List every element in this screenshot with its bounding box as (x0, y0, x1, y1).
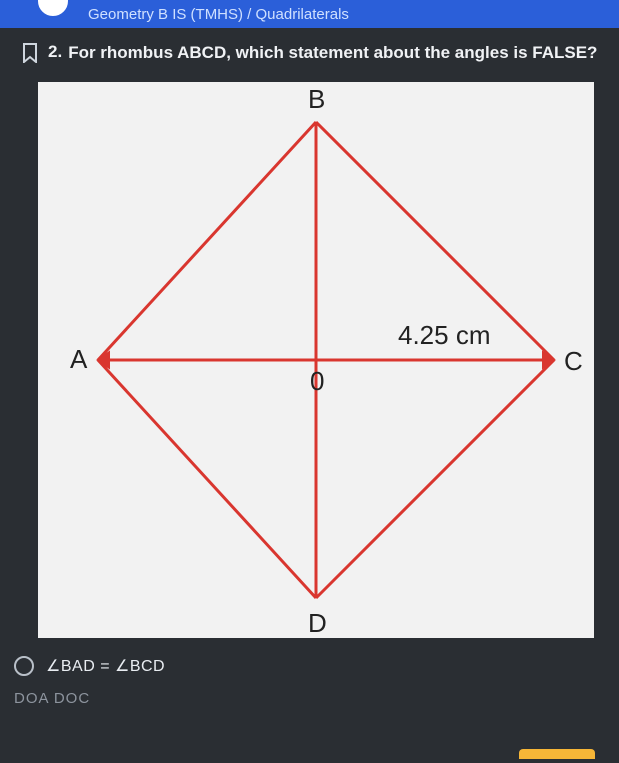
course-breadcrumb-bar: Geometry B IS (TMHS) / Quadrilaterals (0, 0, 619, 28)
svg-text:4.25 cm: 4.25 cm (398, 320, 491, 350)
answer-text: ∠BAD = ∠BCD (46, 656, 165, 676)
svg-text:A: A (70, 344, 88, 374)
radio-icon[interactable] (14, 656, 34, 676)
question-row: 2. For rhombus ABCD, which statement abo… (0, 28, 619, 74)
rhombus-figure: A B C D 0 4.25 cm (38, 82, 594, 638)
svg-text:0: 0 (310, 366, 324, 396)
partial-answer-row: DOA DOC (14, 690, 619, 707)
bookmark-icon[interactable] (22, 43, 38, 63)
question-text: For rhombus ABCD, which statement about … (68, 42, 597, 64)
answer-option-0[interactable]: ∠BAD = ∠BCD (14, 656, 619, 676)
question-number: 2. (48, 42, 62, 62)
next-button[interactable] (519, 749, 595, 759)
breadcrumb[interactable]: Geometry B IS (TMHS) / Quadrilaterals (58, 6, 349, 23)
svg-text:C: C (564, 346, 583, 376)
svg-text:B: B (308, 84, 325, 114)
svg-text:D: D (308, 608, 327, 638)
